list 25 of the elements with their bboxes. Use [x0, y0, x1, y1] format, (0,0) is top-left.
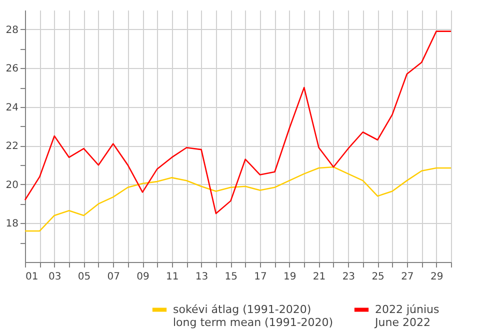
y-tick-label: 18: [6, 218, 18, 230]
y-tick-label: 20: [6, 180, 18, 191]
x-tick-label: 29: [430, 272, 444, 282]
x-tick-label: 25: [372, 272, 384, 282]
x-tick-label: 11: [166, 272, 179, 282]
x-tick-label: 13: [195, 272, 208, 282]
x-tick-label: 07: [107, 272, 120, 282]
y-tick-label: 28: [6, 24, 18, 36]
x-tick-label: 05: [78, 272, 91, 282]
x-tick-label: 21: [312, 272, 326, 282]
line-series: [24, 30, 452, 214]
x-tick-label: 03: [48, 272, 62, 282]
line-series: [24, 166, 452, 232]
x-tick-label: 27: [401, 272, 414, 282]
y-tick-label: 22: [6, 141, 18, 152]
x-tick-label: 15: [224, 272, 238, 282]
x-tick-label: 17: [254, 272, 267, 282]
x-tick-label: 09: [136, 272, 150, 282]
legend-label: sokévi átlag (1991-2020) long term mean (1991-2020): [173, 302, 334, 329]
legend-label: 2022 június June 2022: [374, 302, 440, 329]
x-tick-label: 19: [284, 272, 296, 282]
y-tick-label: 24: [6, 102, 18, 114]
x-tick-label: 23: [342, 272, 356, 282]
x-tick-label: 01: [26, 272, 38, 282]
y-tick-label: 26: [6, 64, 18, 75]
